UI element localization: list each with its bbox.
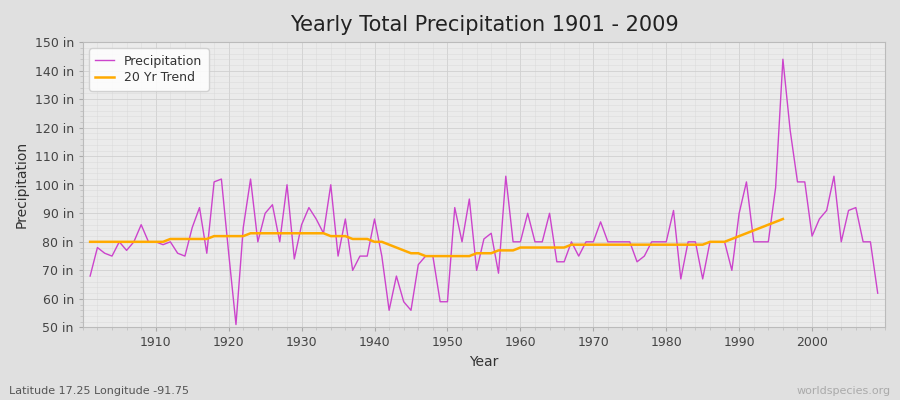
Precipitation bbox=[355, 254, 365, 258]
20 Yr Trend bbox=[515, 245, 526, 250]
20 Yr Trend bbox=[508, 248, 518, 253]
Line: Precipitation: Precipitation bbox=[90, 59, 878, 324]
Precipitation bbox=[143, 240, 154, 244]
Line: 20 Yr Trend: 20 Yr Trend bbox=[90, 219, 783, 256]
Precipitation bbox=[778, 57, 788, 62]
Precipitation bbox=[522, 211, 533, 216]
Text: Latitude 17.25 Longitude -91.75: Latitude 17.25 Longitude -91.75 bbox=[9, 386, 189, 396]
Legend: Precipitation, 20 Yr Trend: Precipitation, 20 Yr Trend bbox=[89, 48, 209, 91]
Text: worldspecies.org: worldspecies.org bbox=[796, 386, 891, 396]
Precipitation bbox=[515, 240, 526, 244]
20 Yr Trend bbox=[85, 240, 95, 244]
Title: Yearly Total Precipitation 1901 - 2009: Yearly Total Precipitation 1901 - 2009 bbox=[290, 15, 679, 35]
20 Yr Trend bbox=[143, 240, 154, 244]
Precipitation bbox=[230, 322, 241, 327]
Precipitation bbox=[310, 217, 321, 222]
20 Yr Trend bbox=[602, 242, 613, 247]
Y-axis label: Precipitation: Precipitation bbox=[15, 141, 29, 228]
Precipitation bbox=[610, 240, 621, 244]
Precipitation bbox=[872, 291, 883, 296]
X-axis label: Year: Year bbox=[469, 355, 499, 369]
20 Yr Trend bbox=[303, 231, 314, 236]
Precipitation bbox=[85, 274, 95, 278]
20 Yr Trend bbox=[347, 236, 358, 241]
